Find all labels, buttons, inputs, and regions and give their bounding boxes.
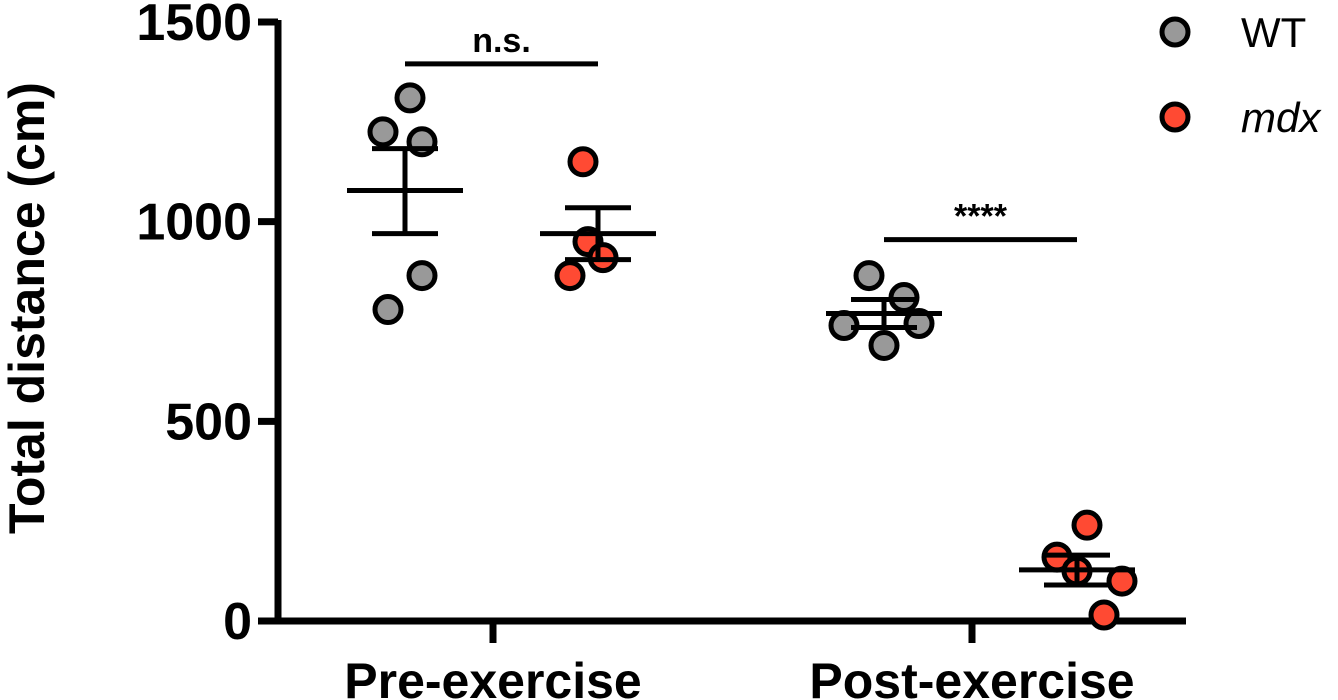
significance-label: n.s. [472,22,531,60]
significance-label: **** [954,198,1008,236]
y-tick-label: 0 [223,593,252,651]
x-tick-label: Post-exercise [809,653,1134,700]
y-tick-label: 1000 [136,194,252,252]
data-point [1088,599,1120,631]
y-axis-label: Total distance (cm) [0,82,55,534]
data-point [394,82,426,114]
axes: 0 500 1000 1500 Pre-exercise Post-exercise [136,0,1186,700]
data-point [567,146,599,178]
y-tick-label: 500 [165,393,252,451]
chart-marks: n.s. **** [347,22,1138,631]
data-point [367,116,399,148]
legend-label: mdx [1241,94,1322,141]
data-point [1071,509,1103,541]
data-point [868,329,900,361]
legend-label: WT [1241,9,1306,56]
legend-marker [1159,16,1191,48]
y-tick-label: 1500 [136,0,252,52]
data-point [903,307,935,339]
data-point [372,294,404,326]
legend-marker [1159,101,1191,133]
x-tick-label: Pre-exercise [344,653,641,700]
data-point [853,260,885,292]
data-point [406,260,438,292]
legend: WT mdx [1159,9,1322,141]
data-point [554,260,586,292]
